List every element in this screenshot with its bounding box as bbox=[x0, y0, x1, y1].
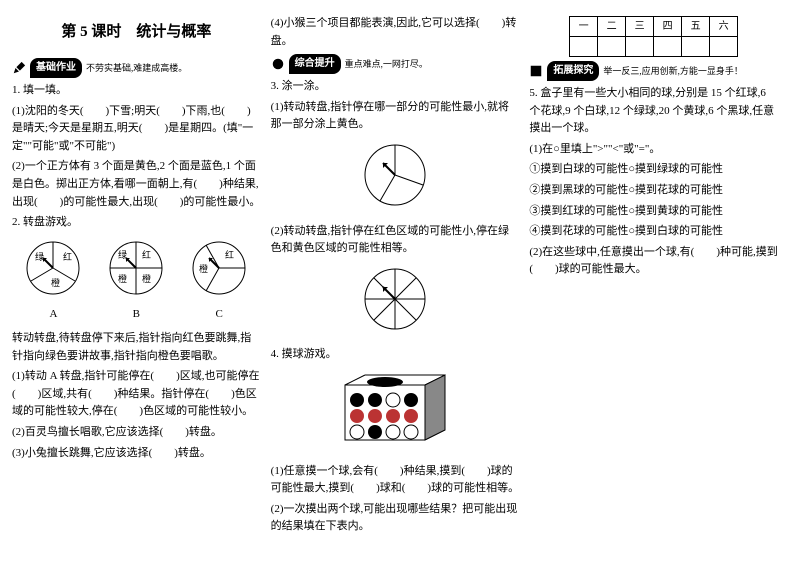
q2-3: (3)小兔擅长跳舞,它应该选择( )转盘。 bbox=[12, 445, 261, 463]
th-2: 二 bbox=[598, 17, 626, 37]
ballbox-svg bbox=[335, 370, 455, 450]
spinner-a-svg: 红 橙 绿 bbox=[23, 238, 83, 298]
q4-1: (1)任意摸一个球,会有( )种结果,摸到( )球的可能性最大,摸到( )球和(… bbox=[271, 463, 520, 498]
column-1: 第 5 课时 统计与概率 基础作业 不劳实基础,难建成高楼。 1. 填一填。 (… bbox=[12, 12, 261, 539]
l3: ③摸到红球的可能性○摸到黄球的可能性 bbox=[529, 203, 778, 221]
q3-1: (1)转动转盘,指针停在哪一部分的可能性最小,就将那一部分涂上黄色。 bbox=[271, 99, 520, 134]
svg-text:红: 红 bbox=[142, 249, 151, 260]
section-ext: 拓展探究 举一反三,应用创新,方能一显身手！ bbox=[529, 61, 778, 81]
svg-text:橙: 橙 bbox=[142, 273, 151, 284]
spinner-a: 红 橙 绿 A bbox=[23, 238, 83, 324]
q3: 3. 涂一涂。 bbox=[271, 78, 520, 96]
pie1-svg bbox=[360, 140, 430, 210]
l2: ②摸到黑球的可能性○摸到花球的可能性 bbox=[529, 182, 778, 200]
worksheet-page: 第 5 课时 统计与概率 基础作业 不劳实基础,难建成高楼。 1. 填一填。 (… bbox=[12, 12, 778, 539]
l4: ④摸到花球的可能性○摸到白球的可能性 bbox=[529, 223, 778, 241]
sub-basic: 不劳实基础,难建成高楼。 bbox=[86, 61, 187, 75]
badge-basic: 基础作业 bbox=[30, 58, 82, 78]
q4-2: (2)一次摸出两个球,可能出现哪些结果？把可能出现的结果填在下表内。 bbox=[271, 501, 520, 536]
star-icon bbox=[271, 57, 285, 71]
table-row: 一 二 三 四 五 六 bbox=[570, 17, 738, 37]
book-icon bbox=[529, 64, 543, 78]
spinner-c-svg: 红 橙 bbox=[189, 238, 249, 298]
spinner-c: 红 橙 C bbox=[189, 238, 249, 324]
q3-2: (2)转动转盘,指针停在红色区域的可能性小,停在绿色和黄色区域的可能性相等。 bbox=[271, 223, 520, 258]
q4: 4. 摸球游戏。 bbox=[271, 346, 520, 364]
spinner-b-svg: 红 橙 绿 橙 bbox=[106, 238, 166, 298]
table-row bbox=[570, 37, 738, 57]
pie1-wrap bbox=[271, 140, 520, 217]
section-comp: 综合提升 重点难点,一网打尽。 bbox=[271, 54, 520, 74]
q5-2: (2)在这些球中,任意摸出一个球,有( )种可能,摸到( )球的可能性最大。 bbox=[529, 244, 778, 279]
sub-ext: 举一反三,应用创新,方能一显身手！ bbox=[603, 64, 743, 78]
q2: 2. 转盘游戏。 bbox=[12, 214, 261, 232]
th-1: 一 bbox=[570, 17, 598, 37]
spinner-row: 红 橙 绿 A 红 橙 绿 橙 bbox=[12, 238, 261, 324]
column-2: (4)小猴三个项目都能表演,因此,它可以选择( )转盘。 综合提升 重点难点,一… bbox=[271, 12, 520, 539]
svg-text:橙: 橙 bbox=[118, 273, 127, 284]
q5-1: (1)在○里填上">""<"或"="。 bbox=[529, 141, 778, 159]
badge-comp: 综合提升 bbox=[289, 54, 341, 74]
pie2-svg bbox=[360, 264, 430, 334]
page-title: 第 5 课时 统计与概率 bbox=[12, 20, 261, 44]
badge-ext: 拓展探究 bbox=[547, 61, 599, 81]
sub-comp: 重点难点,一网打尽。 bbox=[345, 57, 428, 71]
l1: ①摸到白球的可能性○摸到绿球的可能性 bbox=[529, 161, 778, 179]
answer-table: 一 二 三 四 五 六 bbox=[569, 16, 738, 57]
th-5: 五 bbox=[682, 17, 710, 37]
q5: 5. 盒子里有一些大小相同的球,分别是 15 个红球,6 个花球,9 个白球,1… bbox=[529, 85, 778, 138]
spinner-b-label: B bbox=[106, 306, 166, 324]
pie2-wrap bbox=[271, 264, 520, 341]
svg-text:红: 红 bbox=[225, 249, 234, 260]
section-basic: 基础作业 不劳实基础,难建成高楼。 bbox=[12, 58, 261, 78]
spinner-text: 转动转盘,待转盘停下来后,指针指向红色要跳舞,指针指向绿色要讲故事,指针指向橙色… bbox=[12, 330, 261, 365]
pencil-icon bbox=[12, 61, 26, 75]
q1-2: (2)一个正方体有 3 个面是黄色,2 个面是蓝色,1 个面是白色。掷出正方体,… bbox=[12, 158, 261, 211]
q2-1: (1)转动 A 转盘,指针可能停在( )区域,也可能停在( )区域,共有( )种… bbox=[12, 368, 261, 421]
ballbox-wrap bbox=[271, 370, 520, 457]
svg-text:橙: 橙 bbox=[199, 263, 208, 274]
th-3: 三 bbox=[626, 17, 654, 37]
q1: 1. 填一填。 bbox=[12, 82, 261, 100]
q1-1: (1)沈阳的冬天( )下雪;明天( )下雨,也( )是晴天;今天是星期五,明天(… bbox=[12, 103, 261, 156]
svg-text:橙: 橙 bbox=[51, 277, 60, 288]
spinner-a-label: A bbox=[23, 306, 83, 324]
th-6: 六 bbox=[710, 17, 738, 37]
column-3: 一 二 三 四 五 六 拓展探究 举一反三,应用创新,方能一显身手！ 5. 盒子… bbox=[529, 12, 778, 539]
spinner-c-label: C bbox=[189, 306, 249, 324]
svg-text:红: 红 bbox=[63, 251, 72, 262]
q2-2: (2)百灵鸟擅长唱歌,它应该选择( )转盘。 bbox=[12, 424, 261, 442]
spinner-b: 红 橙 绿 橙 B bbox=[106, 238, 166, 324]
svg-text:绿: 绿 bbox=[35, 251, 44, 262]
q2-4: (4)小猴三个项目都能表演,因此,它可以选择( )转盘。 bbox=[271, 15, 520, 50]
th-4: 四 bbox=[654, 17, 682, 37]
